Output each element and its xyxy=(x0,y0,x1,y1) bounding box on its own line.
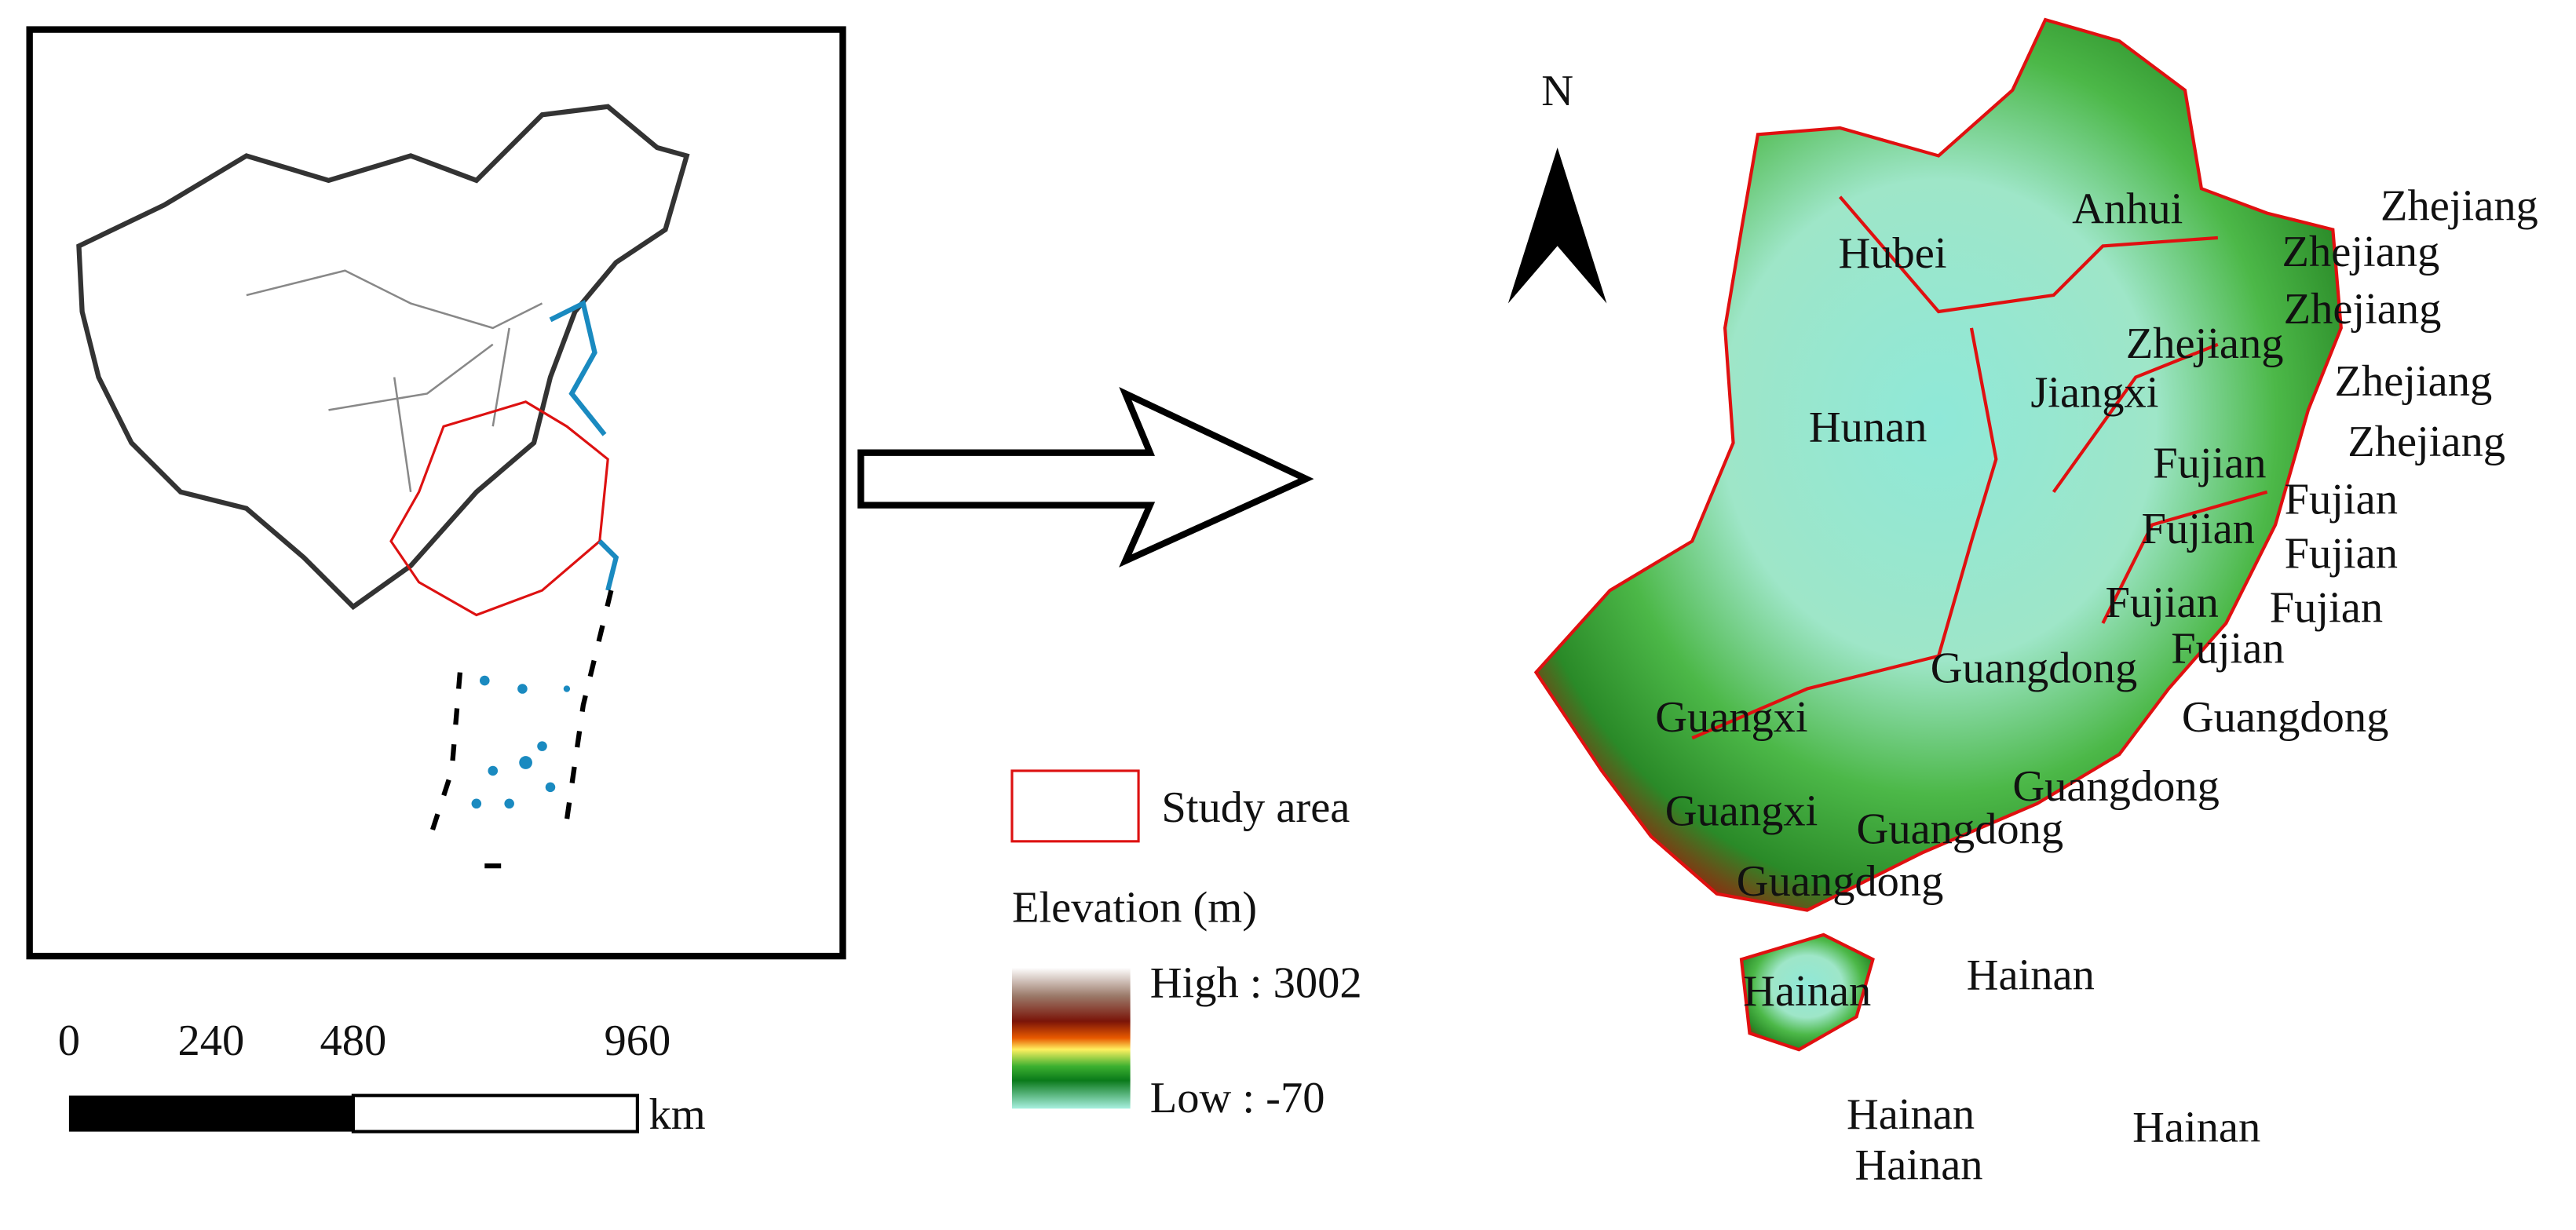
north-label: N xyxy=(1541,67,1573,115)
province-label: Zhejiang xyxy=(2126,319,2284,368)
province-label: Jiangxi xyxy=(2030,369,2158,418)
province-label: Hainan xyxy=(1967,951,2095,999)
hainan-island xyxy=(1739,933,1875,1052)
province-label: Anhui xyxy=(2072,185,2183,234)
china-outline xyxy=(76,104,690,611)
scale-white xyxy=(351,1093,639,1133)
province-label: Hainan xyxy=(2132,1104,2260,1152)
islands xyxy=(471,675,571,809)
inset-study-area xyxy=(389,400,609,617)
province-borders-study xyxy=(1691,195,2268,740)
legend-study-area-swatch xyxy=(1010,769,1140,843)
arrow xyxy=(857,387,1314,568)
scale-black xyxy=(68,1095,353,1132)
legend-elevation-title: Elevation (m) xyxy=(1012,884,1257,933)
province-label: Zhejiang xyxy=(2348,418,2505,466)
province-label: Zhejiang xyxy=(2334,357,2492,406)
province-label: Guangxi xyxy=(1665,787,1818,835)
province-label: Fujian xyxy=(2142,505,2255,553)
province-label: Zhejiang xyxy=(2282,228,2440,276)
scale-tick-label: 960 xyxy=(605,1016,671,1065)
province-label: Fujian xyxy=(2285,529,2398,578)
province-label: Zhejiang xyxy=(2381,181,2538,230)
legend-low: Low : -70 xyxy=(1150,1074,1325,1122)
province-label: Fujian xyxy=(2171,625,2284,673)
province-label: Fujian xyxy=(2106,579,2219,627)
province-label: Zhejiang xyxy=(2284,285,2442,334)
scale-tick-label: 480 xyxy=(320,1016,387,1065)
province-label: Guangdong xyxy=(1931,644,2138,693)
province-label: Hainan xyxy=(1847,1090,1975,1139)
scale-tick-label: 240 xyxy=(178,1016,245,1065)
scale-tick-label: 0 xyxy=(58,1016,80,1065)
scale-bar: 0 240 480 960 km xyxy=(58,1016,706,1139)
scale-unit: km xyxy=(649,1090,706,1139)
legend-study-area: Study area xyxy=(1161,783,1350,832)
province-label: Hubei xyxy=(1839,229,1947,278)
province-label: Hainan xyxy=(1854,1141,1982,1190)
legend-high: High : 3002 xyxy=(1150,959,1362,1008)
north-arrow xyxy=(1507,148,1607,304)
sea-boundary xyxy=(428,589,614,869)
province-label: Fujian xyxy=(2270,583,2383,632)
legend-colorbar xyxy=(1011,967,1131,1109)
province-label: Guangdong xyxy=(2182,693,2389,742)
province-label: Fujian xyxy=(2285,475,2398,524)
province-label: Fujian xyxy=(2153,439,2266,487)
province-label: Guangdong xyxy=(2012,762,2220,811)
province-label: Guangxi xyxy=(1655,693,1808,742)
coastline xyxy=(549,299,619,591)
province-borders xyxy=(246,269,543,492)
province-label: Guangdong xyxy=(1857,805,2064,853)
province-label: Guangdong xyxy=(1737,857,1944,906)
province-label: Hunan xyxy=(1809,403,1927,451)
province-label: Hainan xyxy=(1743,967,1871,1016)
